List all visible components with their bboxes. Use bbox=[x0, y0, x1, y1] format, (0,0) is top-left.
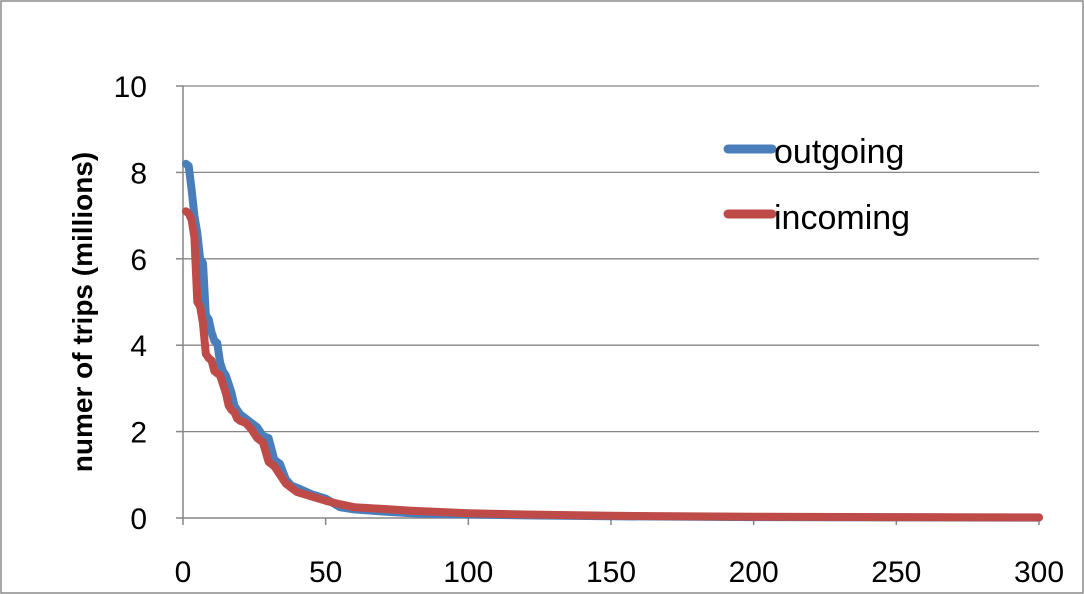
y-tick-label-8: 8 bbox=[130, 157, 147, 190]
y-tick-label-6: 6 bbox=[130, 244, 147, 277]
x-tick-label-50: 50 bbox=[309, 556, 342, 589]
x-tick-label-250: 250 bbox=[871, 556, 921, 589]
x-tick-label-300: 300 bbox=[1014, 556, 1064, 589]
x-tick-label-100: 100 bbox=[443, 556, 493, 589]
gridlines bbox=[183, 85, 1039, 433]
y-tick-label-0: 0 bbox=[130, 503, 147, 536]
x-tick-label-200: 200 bbox=[729, 556, 779, 589]
x-tick-label-0: 0 bbox=[175, 556, 192, 589]
x-tick-label-150: 150 bbox=[586, 556, 636, 589]
legend: outgoing incoming bbox=[723, 133, 910, 237]
legend-label-incoming: incoming bbox=[774, 199, 910, 237]
legend-label-outgoing: outgoing bbox=[774, 133, 904, 171]
y-axis-label: numer of trips (millions) bbox=[67, 152, 98, 472]
y-tick-label-4: 4 bbox=[130, 330, 147, 363]
y-tick-label-10: 10 bbox=[114, 71, 147, 104]
series-lines bbox=[181, 159, 1043, 522]
y-tick-label-2: 2 bbox=[130, 417, 147, 450]
series-line-incoming bbox=[181, 207, 1043, 522]
